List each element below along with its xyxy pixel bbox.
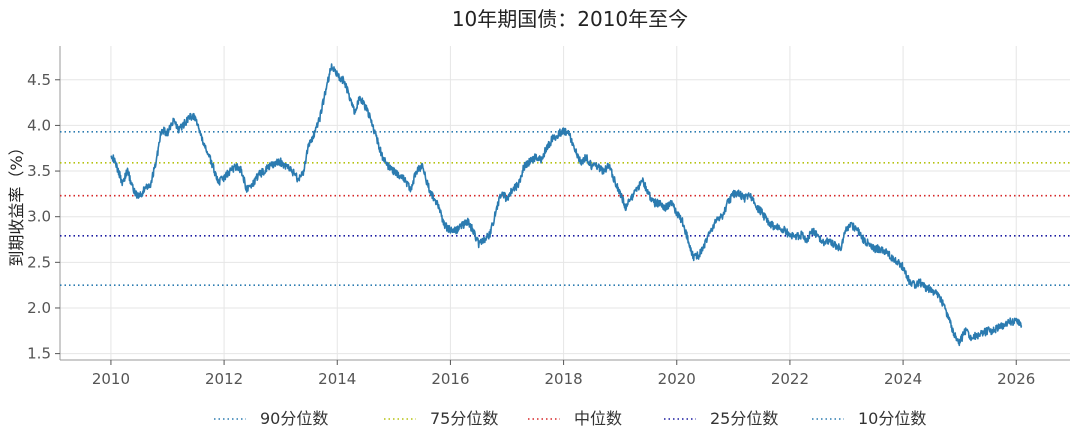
legend-label: 10分位数 (858, 409, 926, 428)
legend-label: 25分位数 (710, 409, 778, 428)
x-tick-label: 2010 (92, 370, 130, 388)
legend: 90分位数 75分位数 中位数 25分位数 10分位数 (214, 409, 926, 428)
percentile-reference-lines (60, 131, 1070, 286)
x-tick-label: 2012 (205, 370, 243, 388)
y-axis-label: 到期收益率（%） (7, 139, 26, 266)
x-tick-label: 2020 (658, 370, 696, 388)
axes (59, 46, 1070, 361)
yield-series-line (110, 63, 1023, 347)
x-tick-label: 2018 (544, 370, 582, 388)
y-tick-label: 4.0 (27, 116, 51, 134)
chart-title: 10年期国债：2010年至今 (452, 7, 688, 31)
x-tick-label: 2016 (431, 370, 469, 388)
y-tick-label: 2.0 (27, 299, 51, 317)
x-tick-label: 2026 (997, 370, 1035, 388)
y-tick-label: 1.5 (27, 345, 51, 363)
legend-label: 75分位数 (430, 409, 498, 428)
x-tick-label: 2022 (771, 370, 809, 388)
legend-label: 中位数 (574, 409, 622, 428)
grid-lines (60, 46, 1070, 360)
legend-label: 90分位数 (260, 409, 328, 428)
y-tick-label: 4.5 (27, 71, 51, 89)
y-tick-label: 2.5 (27, 253, 51, 271)
x-axis-ticks: 2010 2012 2014 2016 2018 2020 2022 2024 2026 (92, 360, 1035, 388)
series-group (110, 63, 1023, 347)
y-axis-ticks: 1.5 2.0 2.5 3.0 3.5 4.0 4.5 (27, 71, 60, 363)
x-tick-label: 2024 (884, 370, 922, 388)
y-tick-label: 3.0 (27, 208, 51, 226)
y-tick-label: 3.5 (27, 162, 51, 180)
x-tick-label: 2014 (318, 370, 356, 388)
